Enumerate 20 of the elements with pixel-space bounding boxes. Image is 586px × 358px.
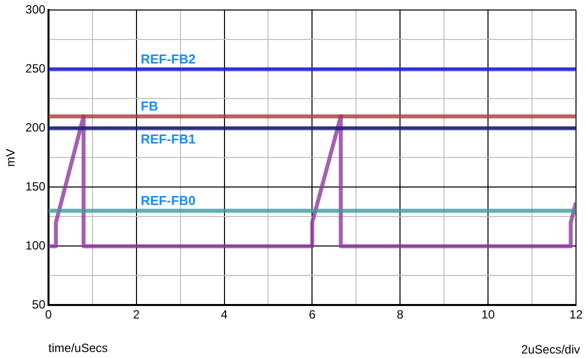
x-tick-label: 12	[569, 308, 583, 322]
y-tick-label: 150	[25, 180, 46, 194]
y-tick-label: 200	[25, 120, 46, 135]
y-tick-label: 50	[32, 298, 46, 312]
series-label: REF-FB2	[140, 51, 196, 66]
y-tick-label: 250	[25, 62, 46, 76]
x-tick-label: 2	[133, 308, 140, 322]
x-tick-label: 10	[481, 308, 496, 322]
x-axis-title: time/uSecs	[48, 341, 108, 356]
y-tick-label: 300	[25, 2, 46, 17]
series-label: REF-FB1	[140, 131, 196, 146]
x-tick-label: 6	[308, 308, 316, 322]
series-label: REF-FB0	[140, 192, 196, 208]
x-tick-label: 4	[220, 308, 228, 322]
x-tick-label: 8	[396, 308, 404, 322]
x-tick-label: 0	[45, 308, 52, 322]
y-tick-label: 100	[25, 238, 46, 253]
text: 2uSecs/div	[521, 342, 580, 356]
y-axis-title: mV	[4, 148, 18, 167]
series-label: FB	[140, 98, 158, 114]
